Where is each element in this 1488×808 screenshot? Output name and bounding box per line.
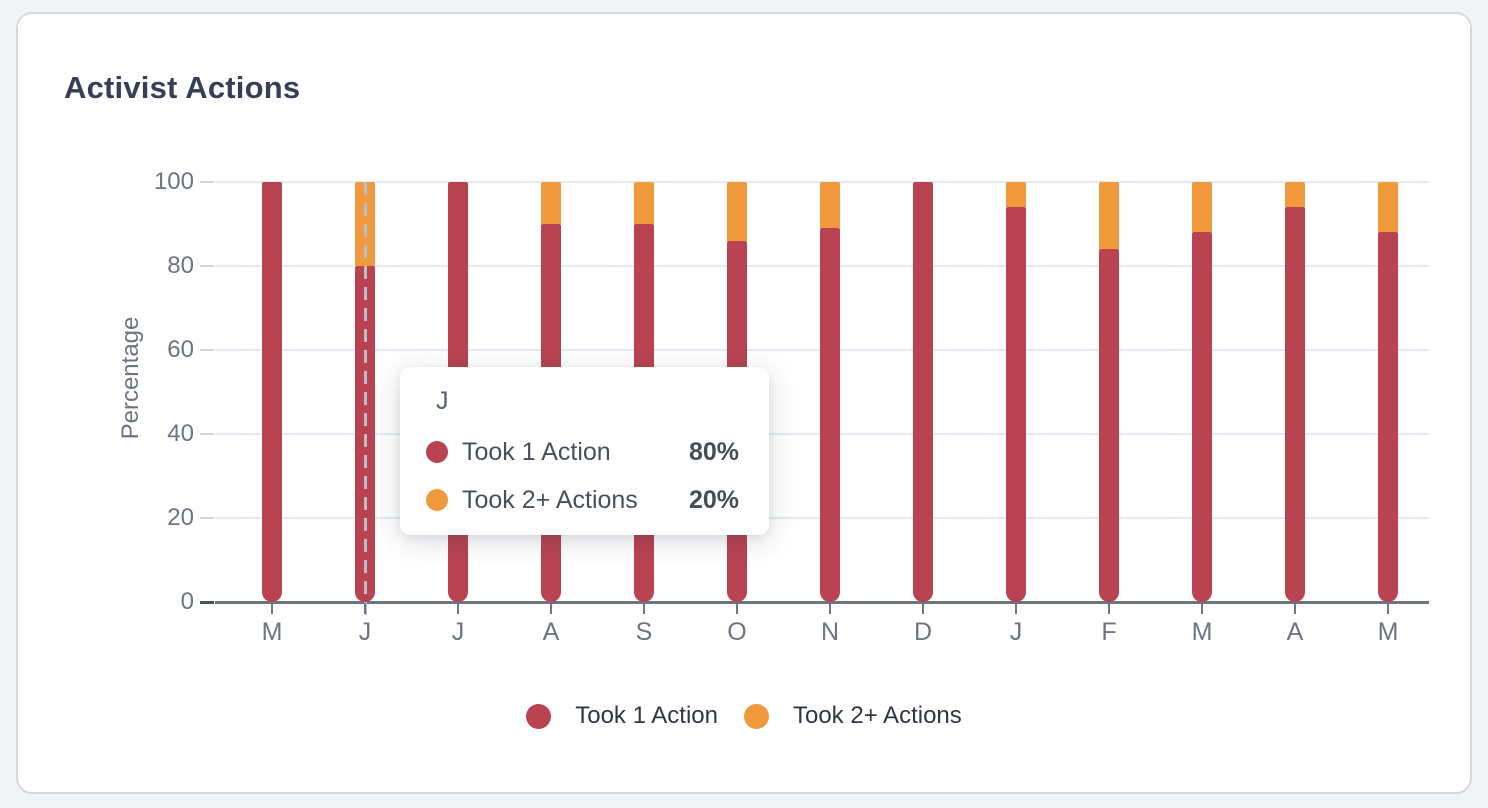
x-axis-tick — [364, 603, 366, 614]
y-axis-tick — [200, 349, 214, 351]
legend-label: Took 1 Action — [575, 702, 718, 729]
took-1-action-dot-icon — [426, 441, 448, 463]
x-axis-tick — [829, 603, 831, 614]
y-axis-tick-label: 0 — [180, 588, 194, 615]
hover-indicator-dashed-line — [363, 182, 367, 620]
took-1-action-dot-icon — [526, 703, 552, 729]
x-axis-tick — [1108, 603, 1110, 614]
x-axis-tick — [1201, 603, 1203, 614]
y-axis-tick — [200, 601, 214, 604]
chart-tooltip: J Took 1 Action 80% Took 2+ Actions 20% — [400, 367, 769, 535]
y-axis-tick-label: 80 — [167, 252, 194, 279]
x-axis-tick — [736, 603, 738, 614]
y-axis-tick-label: 40 — [167, 420, 194, 447]
bar-segment-took-1-action[interactable] — [913, 182, 933, 602]
took-2plus-actions-dot-icon — [743, 703, 769, 729]
x-axis-tick — [922, 603, 924, 614]
x-axis-tick-label: M — [1191, 618, 1213, 646]
legend-item-took-2plus-actions[interactable]: Took 2+ Actions — [743, 702, 962, 730]
y-axis-tick — [200, 265, 214, 267]
y-axis-tick — [200, 181, 214, 183]
x-axis-tick — [1294, 603, 1296, 614]
bar-segment-took-2plus-actions[interactable] — [727, 182, 747, 241]
tooltip-label: Took 1 Action — [462, 437, 611, 466]
x-axis-tick-label: J — [1009, 618, 1023, 646]
bar-segment-took-1-action[interactable] — [1099, 249, 1119, 602]
tooltip-title: J — [436, 387, 449, 415]
y-axis-tick-label: 60 — [167, 336, 194, 363]
x-axis-tick-label: F — [1101, 618, 1117, 646]
y-axis-tick-label: 20 — [167, 504, 194, 531]
x-axis-tick-label: M — [261, 618, 283, 646]
bar-segment-took-2plus-actions[interactable] — [1192, 182, 1212, 233]
tooltip-label: Took 2+ Actions — [462, 485, 638, 514]
bar-segment-took-1-action[interactable] — [1378, 232, 1398, 602]
x-axis-tick-label: J — [451, 618, 465, 646]
bar-segment-took-2plus-actions[interactable] — [1006, 182, 1026, 208]
y-axis-tick — [200, 517, 214, 519]
tooltip-row: Took 1 Action 80% — [426, 438, 745, 466]
x-axis-tick — [271, 603, 273, 614]
page-title: Activist Actions — [64, 70, 301, 105]
bar-segment-took-1-action[interactable] — [820, 228, 840, 602]
x-axis-tick-label: S — [635, 618, 653, 646]
bar-segment-took-1-action[interactable] — [1192, 232, 1212, 602]
bar-segment-took-2plus-actions[interactable] — [1378, 182, 1398, 233]
x-axis-line — [215, 601, 1429, 604]
x-axis-tick-label: A — [542, 618, 560, 646]
x-axis-tick — [643, 603, 645, 614]
x-axis-tick-label: J — [358, 618, 372, 646]
tooltip-value: 20% — [688, 485, 739, 514]
x-axis-tick — [457, 603, 459, 614]
x-axis-tick-label: D — [913, 618, 933, 646]
activist-actions-card: Activist Actions Percentage 0 20 40 60 80 100… — [16, 12, 1472, 794]
x-axis-tick — [1015, 603, 1017, 614]
chart-legend: Took 1 Action Took 2+ Actions — [18, 702, 1470, 730]
x-axis-tick — [1387, 603, 1389, 614]
x-axis-tick-label: M — [1377, 618, 1399, 646]
tooltip-row: Took 2+ Actions 20% — [426, 486, 745, 514]
bar-segment-took-2plus-actions[interactable] — [1099, 182, 1119, 250]
bar-segment-took-2plus-actions[interactable] — [820, 182, 840, 229]
bar-segment-took-2plus-actions[interactable] — [541, 182, 561, 224]
x-axis-tick-label: O — [727, 618, 747, 646]
bar-segment-took-2plus-actions[interactable] — [1285, 182, 1305, 208]
x-axis-tick-label: A — [1286, 618, 1304, 646]
y-axis-tick — [200, 433, 214, 435]
took-2plus-actions-dot-icon — [426, 489, 448, 511]
bar-segment-took-1-action[interactable] — [1006, 207, 1026, 602]
x-axis-tick-label: N — [820, 618, 840, 646]
legend-item-took-1-action[interactable]: Took 1 Action — [526, 702, 718, 730]
y-axis-tick-label: 100 — [153, 168, 194, 195]
bar-segment-took-1-action[interactable] — [262, 182, 282, 602]
bar-segment-took-2plus-actions[interactable] — [634, 182, 654, 224]
x-axis-tick — [550, 603, 552, 614]
legend-label: Took 2+ Actions — [792, 702, 962, 729]
bar-segment-took-1-action[interactable] — [1285, 207, 1305, 602]
tooltip-value: 80% — [688, 437, 739, 466]
